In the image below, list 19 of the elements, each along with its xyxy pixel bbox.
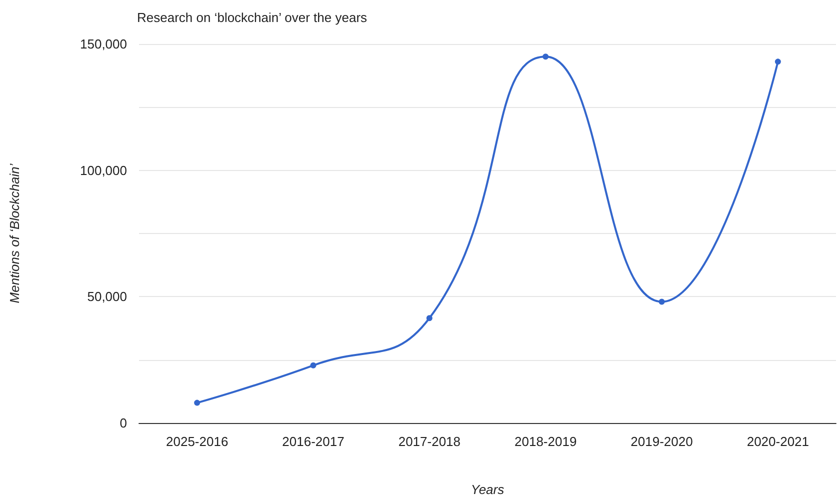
point [310, 362, 316, 368]
y-axis-title: Mentions of ‘Blockchain’ [7, 162, 22, 304]
point [194, 400, 200, 406]
x-tick-label: 2019-2020 [630, 434, 693, 449]
x-tick-label: 2017-2018 [398, 434, 461, 449]
x-tick-label: 2016-2017 [282, 434, 344, 449]
x-tick-label: 2020-2021 [746, 434, 810, 449]
point [658, 298, 665, 305]
point [426, 315, 432, 322]
chart-title: Research on ‘blockchain’ over the years [137, 10, 368, 25]
y-tick-label: 50,000 [87, 289, 127, 304]
point [542, 54, 549, 60]
point [774, 58, 781, 65]
y-tick-label: 100,000 [80, 162, 127, 178]
x-axis-title: Years [470, 482, 505, 497]
y-tick-label: 0 [120, 416, 127, 430]
x-tick-label: 2025-2016 [166, 434, 228, 449]
y-tick-label: 150,000 [80, 36, 127, 52]
x-tick-label: 2018-2019 [514, 434, 577, 449]
